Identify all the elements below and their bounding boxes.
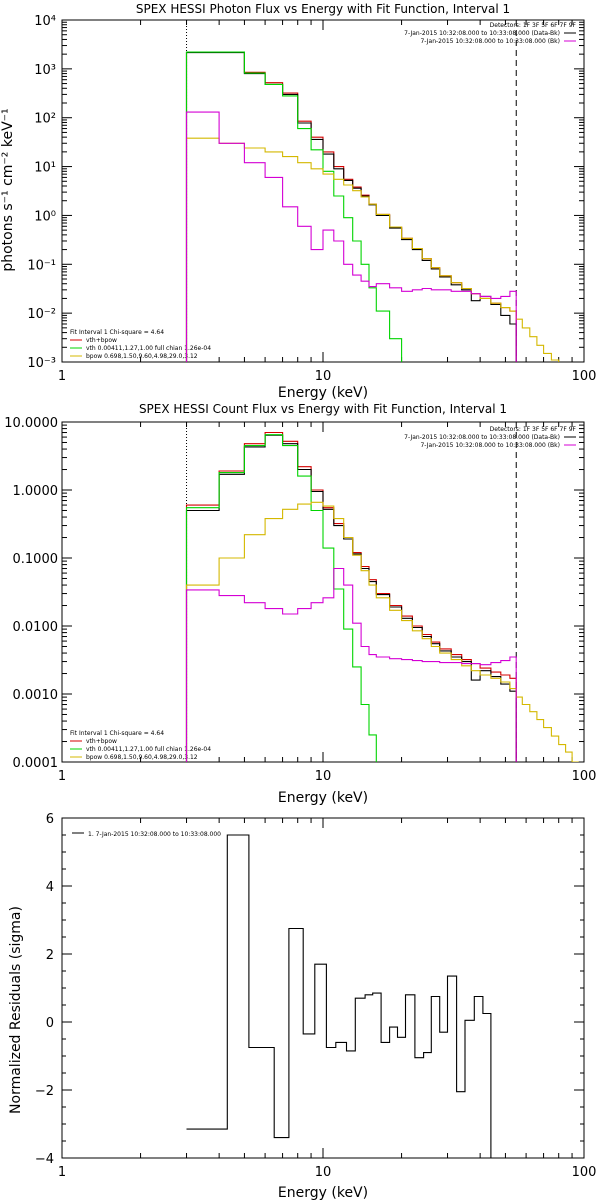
series-group [185, 51, 560, 362]
series-1-7-jan-2015-10-32-08-000-to-10-33-08-000 [186, 834, 502, 1158]
y-tick-label: 0.0010 [13, 688, 59, 703]
series-vth [185, 434, 377, 762]
y-tick-label: 10⁻² [27, 307, 56, 322]
photon-panel-title: SPEX HESSI Photon Flux vs Energy with Fi… [136, 2, 510, 16]
y-tick-label: 1.0000 [13, 484, 59, 499]
y-tick-label: 2 [46, 948, 54, 963]
y-tick-label: 10³ [34, 63, 56, 78]
residuals-x-axis-label: Energy (keV) [278, 1185, 368, 1200]
series-bpow [185, 501, 579, 762]
photon-header-line-1: Detectors: 1F 3F 5F 6F 7F 9F [490, 22, 577, 29]
photon-y-axis-label: photons s⁻¹ cm⁻² keV⁻¹ [0, 108, 16, 271]
count-header-line-1: Detectors: 1F 3F 5F 6F 7F 9F [490, 426, 577, 433]
y-tick-label: 0.1000 [13, 552, 59, 567]
series-group [185, 431, 579, 762]
photon-header-line-3: 7-Jan-2015 10:32:08.000 to 10:33:08.000 … [420, 38, 560, 45]
x-axis-ticks: 1 10 100 [58, 422, 597, 784]
residuals-legend: 1. 7-Jan-2015 10:32:08.000 to 10:33:08.0… [88, 831, 221, 838]
photon-header-lines: Detectors: 1F 3F 5F 6F 7F 9F 7-Jan-2015 … [404, 22, 576, 45]
plot-frame [61, 817, 585, 1159]
y-tick-label: 4 [46, 880, 54, 895]
y-axis-ticks: 0.0001 0.0010 0.0100 0.1000 1.0000 10.0000 [4, 416, 584, 771]
y-tick-label: 10⁴ [34, 14, 56, 29]
count-fit-legend-entry-1: vth+bpow [86, 738, 117, 745]
y-tick-label: 10⁻¹ [27, 258, 56, 273]
x-axis-ticks: 1 10 100 [58, 20, 597, 384]
x-tick-label: 10 [315, 369, 332, 384]
photon-fit-legend: Fit Interval 1 Chi-square = 4.64 vth+bpo… [70, 329, 211, 360]
series-bpow [185, 137, 560, 362]
y-tick-label: 10¹ [34, 161, 56, 176]
y-tick-label: 0.0001 [13, 756, 59, 771]
photon-fit-legend-entry-3: bpow 0.698,1.50,9.60,4.98,29.0,3.12 [86, 353, 198, 360]
photon-header-line-2: 7-Jan-2015 10:32:08.000 to 10:33:08.000 … [404, 30, 560, 37]
photon-fit-legend-entry-2: vth 0.00411,1.27,1.00 full chian 1.26e-0… [86, 345, 211, 352]
series-data [185, 434, 517, 762]
y-axis-ticks: 10⁻³ 10⁻² 10⁻¹ 10⁰ 10¹ 10² 10³ 10⁴ [27, 14, 584, 371]
count-header-line-2: 7-Jan-2015 10:32:08.000 to 10:33:08.000 … [404, 434, 560, 441]
x-tick-label: 10 [315, 1165, 332, 1180]
photon-flux-panel: SPEX HESSI Photon Flux vs Energy with Fi… [0, 2, 596, 401]
plot-frame [61, 421, 585, 763]
y-tick-label: 6 [46, 812, 54, 827]
count-header-line-3: 7-Jan-2015 10:32:08.000 to 10:33:08.000 … [420, 442, 560, 449]
series-vth [185, 51, 403, 362]
plot-frame [61, 19, 585, 363]
x-tick-label: 1 [58, 369, 66, 384]
count-panel-title: SPEX HESSI Count Flux vs Energy with Fit… [139, 402, 507, 416]
y-tick-label: 0.0100 [13, 620, 59, 635]
series-data [185, 52, 517, 362]
count-fit-legend-entry-2: vth 0.00411,1.27,1.00 full chian 1.26e-0… [86, 746, 211, 753]
y-axis-ticks: −4 −2 0 2 4 6 [35, 812, 584, 1167]
y-tick-label: 10⁻³ [27, 356, 56, 371]
series-background [185, 567, 517, 762]
x-tick-label: 1 [58, 769, 66, 784]
y-tick-label: −2 [35, 1084, 54, 1099]
x-tick-label: 10 [315, 769, 332, 784]
x-tick-label: 100 [572, 769, 597, 784]
series-vth-bpow [185, 431, 517, 762]
photon-fit-legend-entry-1: vth+bpow [86, 337, 117, 344]
series-background [185, 111, 517, 362]
x-tick-label: 100 [572, 369, 597, 384]
count-flux-panel: SPEX HESSI Count Flux vs Energy with Fit… [4, 402, 596, 806]
residuals-y-axis-label: Normalized Residuals (sigma) [8, 906, 24, 1114]
x-axis-ticks: 1 10 100 [58, 818, 597, 1180]
y-tick-label: 10⁰ [34, 209, 56, 224]
count-fit-legend: Fit Interval 1 Chi-square = 4.64 vth+bpo… [70, 730, 211, 761]
y-tick-label: 10.0000 [4, 416, 58, 431]
y-tick-label: −4 [35, 1152, 54, 1167]
photon-fit-legend-title: Fit Interval 1 Chi-square = 4.64 [70, 329, 164, 336]
count-x-axis-label: Energy (keV) [278, 790, 368, 806]
series-vth-bpow [185, 51, 517, 362]
series-group [186, 834, 502, 1158]
y-tick-label: 0 [46, 1016, 54, 1031]
y-tick-label: 10² [34, 112, 56, 127]
photon-x-axis-label: Energy (keV) [278, 385, 368, 401]
count-fit-legend-title: Fit Interval 1 Chi-square = 4.64 [70, 730, 164, 737]
residuals-panel: 1. 7-Jan-2015 10:32:08.000 to 10:33:08.0… [8, 812, 596, 1200]
count-fit-legend-entry-3: bpow 0.698,1.50,9.60,4.98,29.0,3.12 [86, 754, 198, 761]
x-tick-label: 1 [58, 1165, 66, 1180]
count-header-lines: Detectors: 1F 3F 5F 6F 7F 9F 7-Jan-2015 … [404, 426, 576, 449]
residuals-legend-entry-1: 1. 7-Jan-2015 10:32:08.000 to 10:33:08.0… [88, 831, 221, 838]
x-tick-label: 100 [572, 1165, 597, 1180]
